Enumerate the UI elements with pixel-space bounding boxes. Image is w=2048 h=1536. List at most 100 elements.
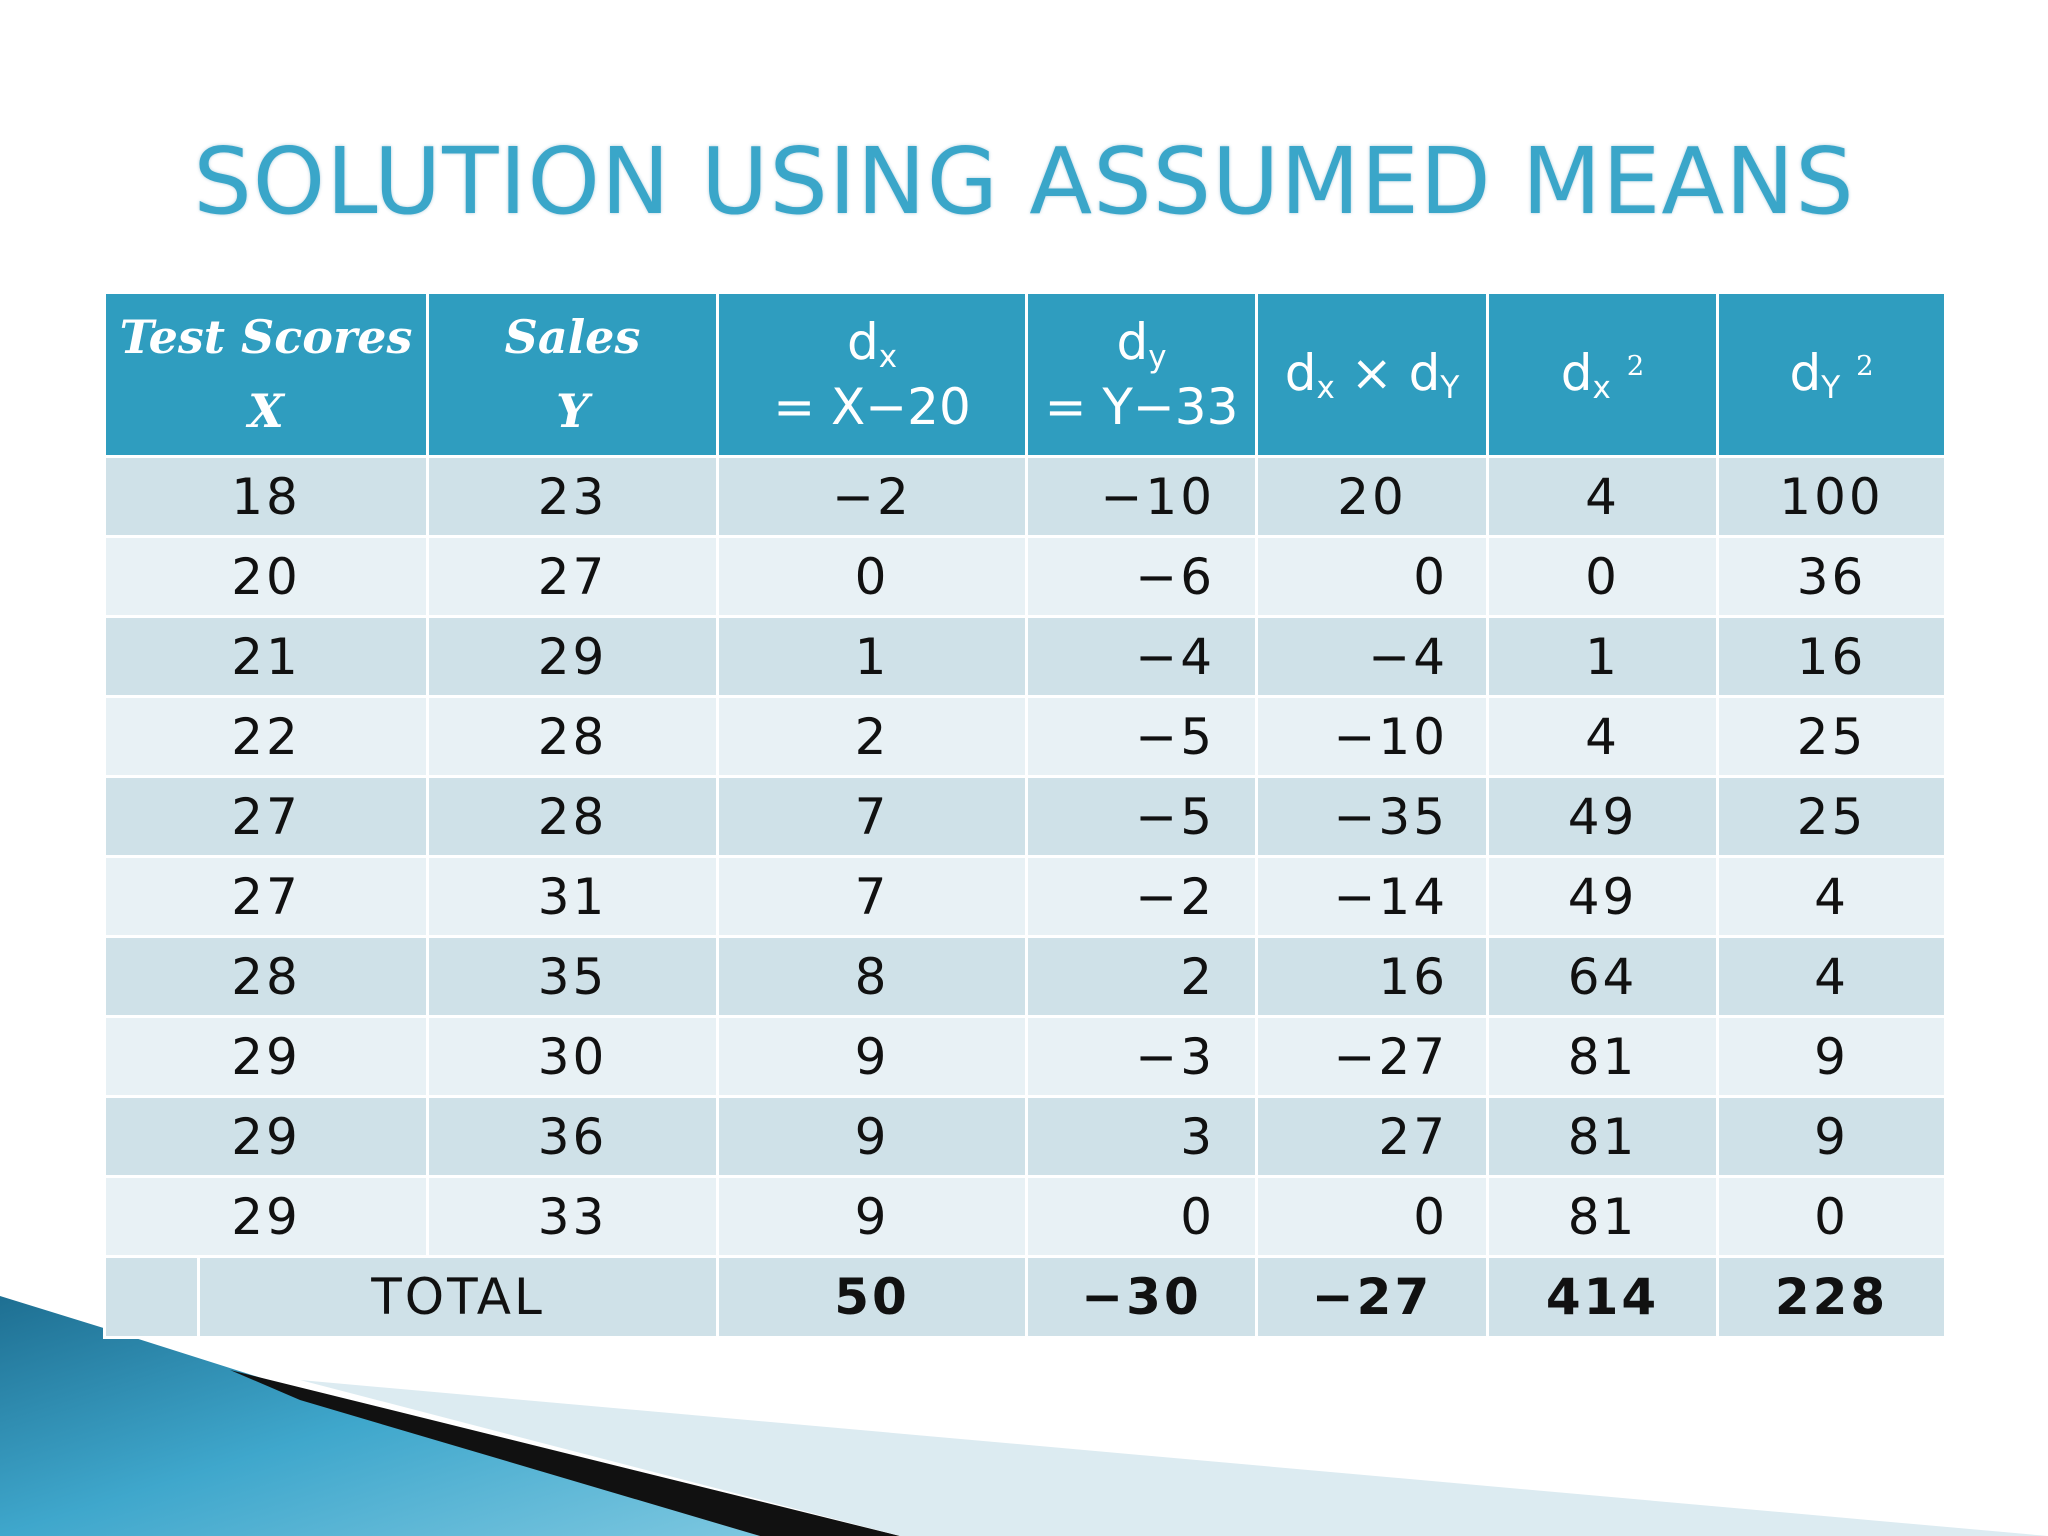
cell-dy: −5 [1025,775,1259,858]
cell-dx2: 81 [1486,1175,1720,1258]
header-dxdy-d1: d [1284,343,1317,402]
cell-dx: 0 [716,535,1029,618]
cell-dy2: 16 [1716,615,1948,698]
cell-dx2: 81 [1486,1095,1720,1178]
cell-dy: −6 [1025,535,1259,618]
header-dx2-sup: 2 [1626,349,1645,382]
cell-y: 28 [426,695,720,778]
table-row: 27 28 7 −5 −35 49 25 [102,775,1948,858]
cell-dx2: 49 [1486,855,1720,938]
cell-x: 29 [102,1015,430,1098]
header-dy2-d: d [1789,343,1822,402]
header-dx2-sub: x [1592,369,1611,406]
total-dy: −30 [1025,1255,1259,1339]
cell-dxdy: 0 [1255,535,1490,618]
decor-light-band [300,1380,2048,1536]
header-dx-d: d [846,312,879,371]
cell-dxdy: −27 [1255,1015,1490,1098]
cell-dx: 8 [716,935,1029,1018]
cell-dy: −4 [1025,615,1259,698]
cell-y: 23 [426,455,720,538]
cell-dy2: 100 [1716,455,1948,538]
cell-dy2: 9 [1716,1015,1948,1098]
header-test-scores-var: X [248,383,284,438]
cell-dxdy: 0 [1255,1175,1490,1258]
header-sales-label: Sales [504,309,641,364]
cell-y: 35 [426,935,720,1018]
cell-x: 27 [102,855,430,938]
cell-dxdy: −10 [1255,695,1490,778]
cell-dx: 7 [716,855,1029,938]
table-row: 20 27 0 −6 0 0 36 [102,535,1948,618]
total-dy2: 228 [1716,1255,1948,1339]
cell-dy: −2 [1025,855,1259,938]
cell-dx2: 1 [1486,615,1720,698]
cell-dy2: 25 [1716,695,1948,778]
cell-dx: 9 [716,1015,1029,1098]
cell-x: 22 [102,695,430,778]
cell-dy: 0 [1025,1175,1259,1258]
cell-dx2: 4 [1486,455,1720,538]
total-dx2: 414 [1486,1255,1720,1339]
cell-dx: −2 [716,455,1029,538]
table-row: 29 36 9 3 27 81 9 [102,1095,1948,1178]
cell-x: 18 [102,455,430,538]
cell-x: 27 [102,775,430,858]
cell-dx: 9 [716,1175,1029,1258]
cell-dx: 1 [716,615,1029,698]
table-row: 29 30 9 −3 −27 81 9 [102,1015,1948,1098]
cell-dy: −3 [1025,1015,1259,1098]
total-dxdy: −27 [1255,1255,1490,1339]
cell-y: 36 [426,1095,720,1178]
total-empty-cell [103,1255,200,1339]
total-label: TOTAL [196,1255,720,1339]
cell-dx: 2 [716,695,1029,778]
header-dxdy-sub2: Y [1440,369,1460,406]
cell-dx2: 4 [1486,695,1720,778]
cell-dy2: 36 [1716,535,1948,618]
cell-dy2: 4 [1716,855,1948,938]
cell-dy: 3 [1025,1095,1259,1178]
header-dx2-d: d [1560,343,1593,402]
cell-dxdy: −4 [1255,615,1490,698]
header-dy2-sup: 2 [1856,349,1874,382]
header-sales: Sales Y [426,291,720,458]
cell-dx2: 0 [1486,535,1720,618]
table-row: 29 33 9 0 0 81 0 [102,1175,1948,1258]
total-row: TOTAL 50 −30 −27 414 228 [103,1255,1948,1339]
cell-dy: −10 [1025,455,1259,538]
cell-y: 29 [426,615,720,698]
header-dxdy: dx × dY [1255,291,1490,458]
table-row: 27 31 7 −2 −14 49 4 [102,855,1948,938]
cell-dx: 9 [716,1095,1029,1178]
cell-dxdy: −14 [1255,855,1490,938]
header-sales-var: Y [556,383,589,438]
table-row: 21 29 1 −4 −4 1 16 [102,615,1948,698]
cell-dy: 2 [1025,935,1259,1018]
slide-title: SOLUTION USING ASSUMED MEANS [193,128,1855,235]
table-row: 22 28 2 −5 −10 4 25 [102,695,1948,778]
cell-dxdy: 16 [1255,935,1490,1018]
cell-dxdy: 27 [1255,1095,1490,1178]
cell-y: 27 [426,535,720,618]
header-dxdy-d2: d [1408,343,1441,402]
cell-x: 20 [102,535,430,618]
header-dy-sub: y [1148,338,1167,375]
header-dy-squared: dY 2 [1716,291,1948,458]
header-dx: dx = X−20 [716,291,1029,458]
cell-dxdy: 20 [1255,455,1490,538]
header-test-scores-label: Test Scores [119,309,413,364]
cell-y: 33 [426,1175,720,1258]
header-dy-d: d [1116,312,1149,371]
total-dx: 50 [716,1255,1029,1339]
cell-dy2: 4 [1716,935,1948,1018]
header-dxdy-sub1: x [1316,369,1335,406]
cell-y: 30 [426,1015,720,1098]
cell-y: 28 [426,775,720,858]
header-dy: dy = Y−33 [1025,291,1259,458]
cell-x: 29 [102,1095,430,1178]
header-row: Test Scores X Sales Y dx = X−20 dy = Y−3… [102,291,1948,458]
header-dx-sub: x [878,338,898,375]
cell-y: 31 [426,855,720,938]
